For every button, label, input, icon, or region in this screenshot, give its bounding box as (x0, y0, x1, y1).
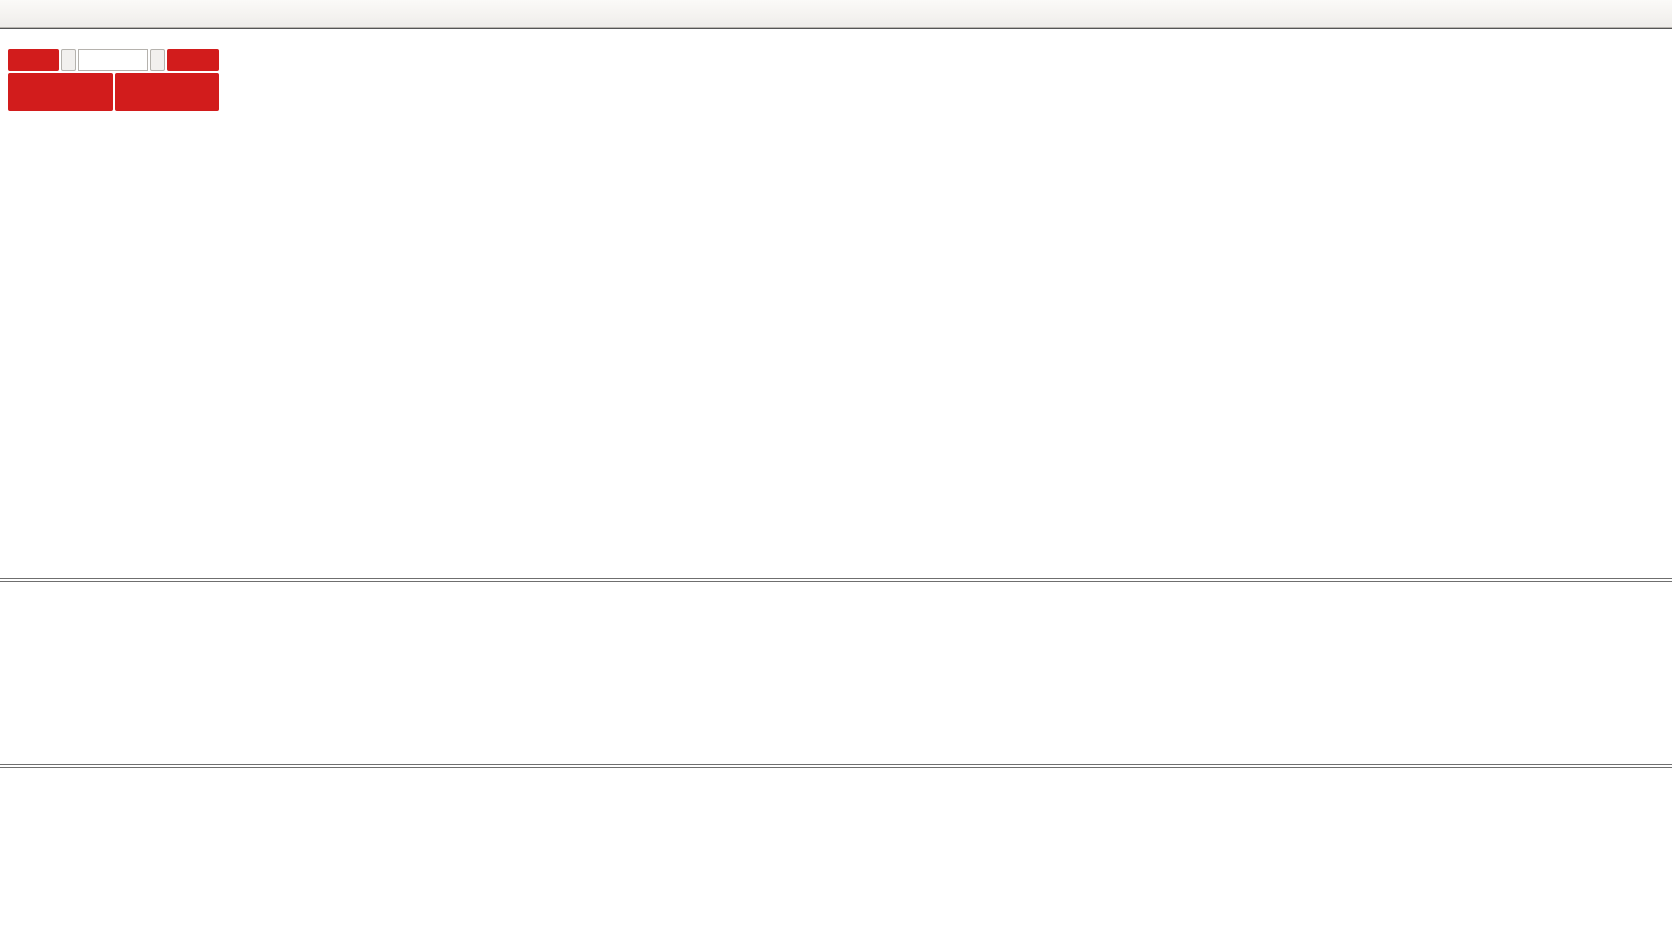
volume-increase-button[interactable] (150, 49, 165, 71)
buy-price-display[interactable] (114, 73, 219, 111)
macd-separator-2 (0, 581, 1672, 582)
rsi-separator[interactable] (0, 764, 1672, 765)
content-border (0, 28, 1672, 29)
one-click-trading-panel (8, 49, 219, 111)
rsi-separator-2 (0, 767, 1672, 768)
volume-input[interactable] (78, 49, 148, 71)
price-axis-area (1625, 29, 1672, 930)
sell-price-display[interactable] (8, 73, 113, 111)
buy-button[interactable] (167, 49, 219, 71)
chart-title (8, 31, 15, 45)
sell-button[interactable] (8, 49, 59, 71)
macd-separator[interactable] (0, 578, 1672, 579)
volume-decrease-button[interactable] (61, 49, 76, 71)
toolbar (0, 0, 1672, 28)
